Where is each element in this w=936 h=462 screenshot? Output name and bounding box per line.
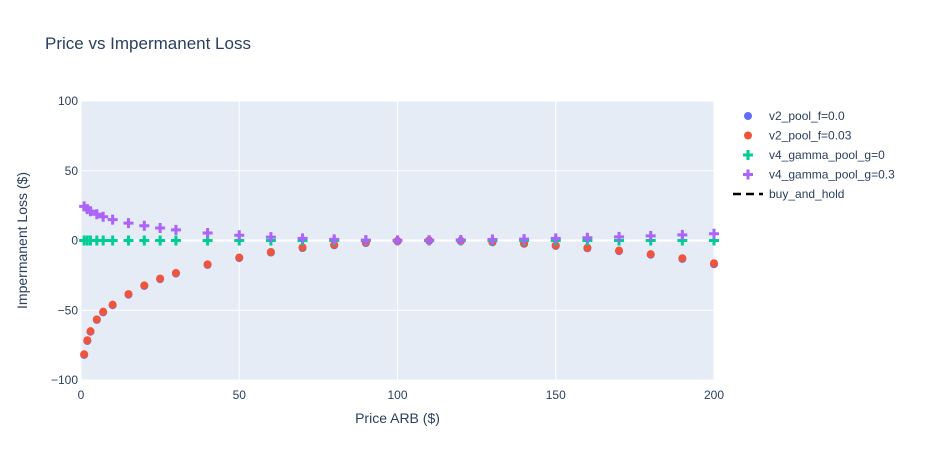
series-3-point[interactable]: [614, 231, 625, 242]
series-3-point[interactable]: [677, 229, 688, 240]
series-3-point[interactable]: [82, 204, 93, 215]
series-3-point[interactable]: [582, 232, 593, 243]
series-1-point[interactable]: [99, 307, 108, 316]
series-1-point[interactable]: [203, 260, 212, 269]
legend-marker-icon: [743, 150, 753, 160]
series-1-point[interactable]: [80, 350, 89, 359]
series-layer: [79, 201, 719, 359]
legend-item[interactable]: v2_pool_f=0.0: [744, 109, 845, 123]
series-3-point[interactable]: [85, 206, 96, 217]
series-2-point[interactable]: [91, 235, 102, 246]
series-2-point[interactable]: [677, 235, 688, 246]
series-1-point[interactable]: [678, 254, 687, 263]
series-3-point[interactable]: [519, 234, 530, 245]
series-2-point[interactable]: [123, 235, 134, 246]
series-3-point[interactable]: [155, 222, 166, 233]
y-tick-label: 50: [65, 164, 79, 178]
y-tick-label: −50: [58, 303, 79, 317]
series-2-point[interactable]: [155, 235, 166, 246]
series-2-point[interactable]: [107, 235, 118, 246]
y-tick-label: 100: [58, 94, 78, 108]
series-1-point[interactable]: [646, 250, 655, 259]
legend-label: v2_pool_f=0.0: [769, 109, 845, 123]
series-3-point[interactable]: [234, 230, 245, 241]
legend-label: v4_gamma_pool_g=0.3: [769, 168, 895, 182]
legend-item[interactable]: v4_gamma_pool_g=0.3: [743, 168, 895, 182]
series-3-point[interactable]: [329, 234, 340, 245]
series-1-point[interactable]: [92, 315, 101, 324]
legend-marker-icon: [744, 112, 752, 120]
x-tick-label: 0: [78, 388, 85, 402]
series-1-point[interactable]: [235, 253, 244, 262]
series-3-point[interactable]: [91, 209, 102, 220]
x-axis-ticks: 0 50 100 150 200: [78, 388, 725, 402]
y-axis-title: Impermanent Loss ($): [14, 172, 30, 309]
series-3-point[interactable]: [107, 214, 118, 225]
x-tick-label: 100: [387, 388, 407, 402]
series-3: [79, 201, 719, 246]
legend-item[interactable]: v2_pool_f=0.03: [744, 129, 852, 143]
series-3-point[interactable]: [170, 224, 181, 235]
series-3-point[interactable]: [709, 228, 719, 239]
x-axis-title: Price ARB ($): [355, 410, 440, 426]
legend-label: v2_pool_f=0.03: [769, 129, 852, 143]
series-2-point[interactable]: [202, 235, 213, 246]
x-tick-label: 150: [546, 388, 566, 402]
x-tick-label: 50: [233, 388, 247, 402]
series-2-point[interactable]: [170, 235, 181, 246]
series-1-point[interactable]: [156, 274, 165, 283]
legend-label: buy_and_hold: [769, 187, 844, 201]
series-1-point[interactable]: [140, 281, 149, 290]
series-3-point[interactable]: [139, 220, 150, 231]
series-1-point[interactable]: [171, 269, 180, 278]
series-1-point[interactable]: [710, 259, 718, 268]
x-tick-label: 200: [704, 388, 724, 402]
series-3-point[interactable]: [265, 232, 276, 243]
legend-marker-icon: [744, 131, 752, 140]
series-3-point[interactable]: [360, 235, 371, 246]
series-1-point[interactable]: [266, 247, 275, 256]
series-2-point[interactable]: [98, 235, 109, 246]
series-3-point[interactable]: [455, 234, 466, 245]
series-3-point[interactable]: [424, 235, 435, 246]
series-1-point[interactable]: [615, 246, 624, 255]
series-3-point[interactable]: [297, 233, 308, 244]
series-1-point[interactable]: [83, 336, 92, 345]
y-tick-label: 0: [71, 234, 78, 248]
series-3-point[interactable]: [123, 218, 134, 229]
series-2-point[interactable]: [139, 235, 150, 246]
series-1-point[interactable]: [86, 327, 95, 336]
series-1-point[interactable]: [298, 243, 307, 252]
legend-marker-icon: [743, 169, 753, 180]
y-axis-ticks: 100 50 0 −50 −100: [51, 94, 78, 387]
legend[interactable]: v2_pool_f=0.0 v2_pool_f=0.03 v4_gamma_pool…: [733, 109, 895, 201]
series-3-point[interactable]: [79, 201, 90, 212]
series-3-point[interactable]: [202, 227, 213, 238]
series-3-point[interactable]: [550, 233, 561, 244]
series-2-point[interactable]: [85, 235, 96, 246]
series-3-point[interactable]: [98, 211, 109, 222]
legend-item[interactable]: buy_and_hold: [733, 187, 844, 201]
series-3-point[interactable]: [645, 230, 656, 241]
legend-item[interactable]: v4_gamma_pool_g=0: [743, 148, 885, 162]
legend-label: v4_gamma_pool_g=0: [769, 148, 885, 162]
series-2-point[interactable]: [234, 235, 245, 246]
y-tick-label: −100: [51, 373, 78, 387]
chart-title: Price vs Impermanent Loss: [45, 34, 251, 53]
series-1-point[interactable]: [583, 243, 592, 252]
series-2-point[interactable]: [709, 235, 719, 246]
series-1-point[interactable]: [124, 290, 133, 299]
series-3-point[interactable]: [487, 234, 498, 245]
series-3-point[interactable]: [392, 235, 403, 246]
series-1-point[interactable]: [108, 300, 117, 309]
